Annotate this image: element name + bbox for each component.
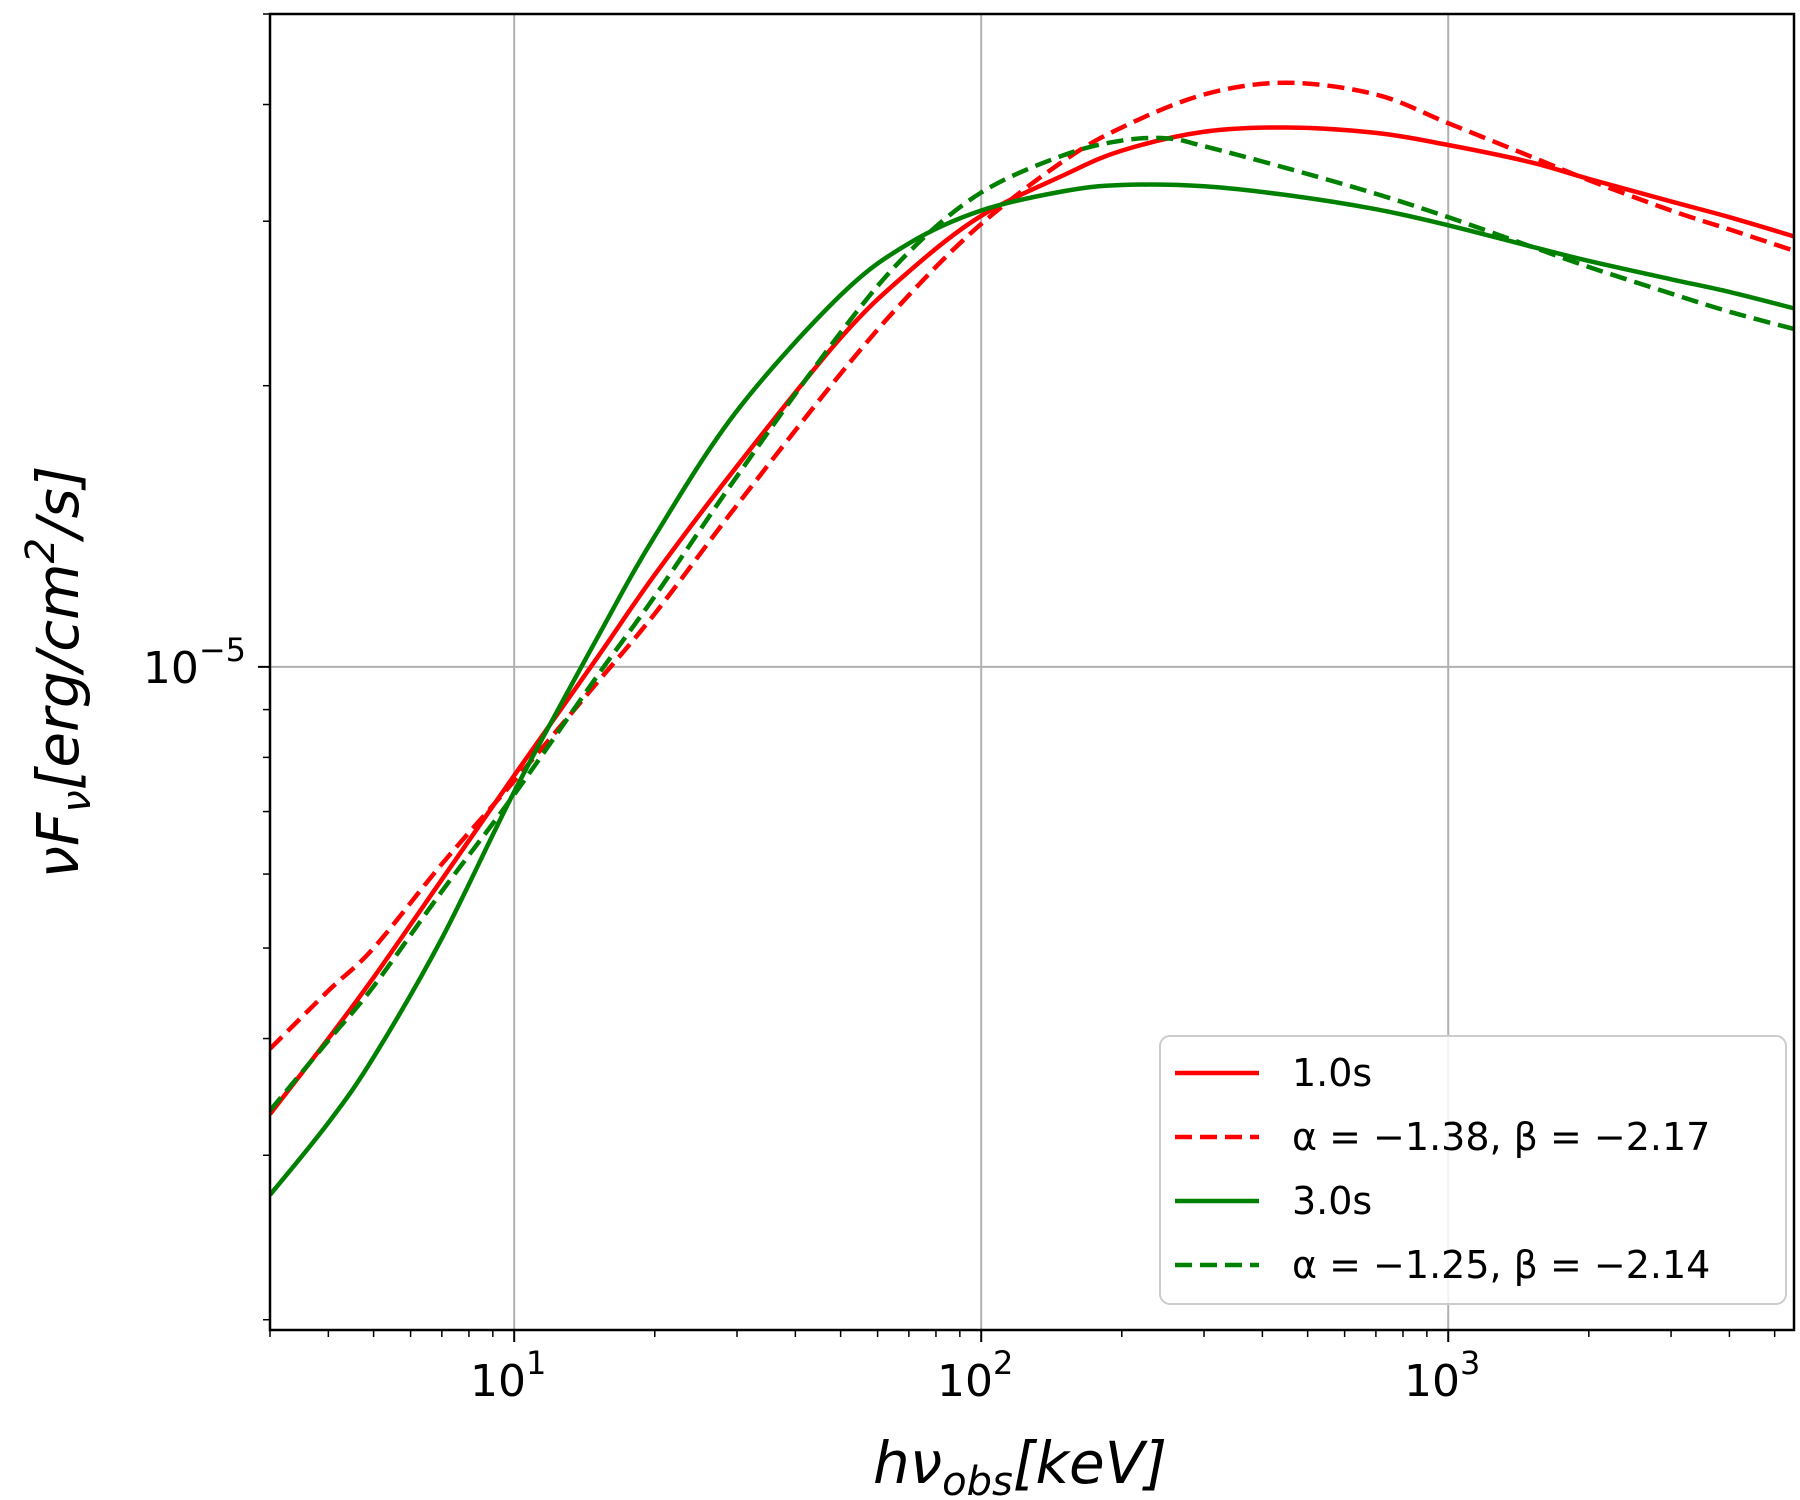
- major-ticks: [258, 665, 1450, 1342]
- legend-label: 3.0s: [1292, 1179, 1372, 1223]
- legend-box: [1159, 1035, 1787, 1305]
- legend-label: α = −1.25, β = −2.14: [1292, 1243, 1710, 1287]
- series-line-2: [270, 80, 1794, 1051]
- legend: 1.0s α = −1.38, β = −2.17 3.0s α = −1.25, β…: [1159, 1035, 1787, 1305]
- x-tick-label: 103: [1404, 1344, 1480, 1407]
- series-lines: [270, 80, 1794, 1197]
- y-tick-label: 10−5: [143, 631, 246, 694]
- x-axis-title: hνobs[keV]: [873, 1429, 1167, 1500]
- plot-frame: [268, 12, 1796, 1332]
- tick-labels: 101 102 103 10−5: [143, 631, 1481, 1407]
- x-tick-label: 102: [937, 1344, 1013, 1407]
- series-line-4: [270, 135, 1794, 1112]
- legend-label: α = −1.38, β = −2.17: [1292, 1115, 1710, 1159]
- y-axis-title-group: νFν[erg/cm2/s]: [18, 466, 100, 879]
- legend-label: 1.0s: [1292, 1051, 1372, 1095]
- y-axis-title: νFν[erg/cm2/s]: [18, 466, 100, 879]
- x-tick-label: 101: [470, 1344, 546, 1407]
- series-line-1: [270, 125, 1794, 1116]
